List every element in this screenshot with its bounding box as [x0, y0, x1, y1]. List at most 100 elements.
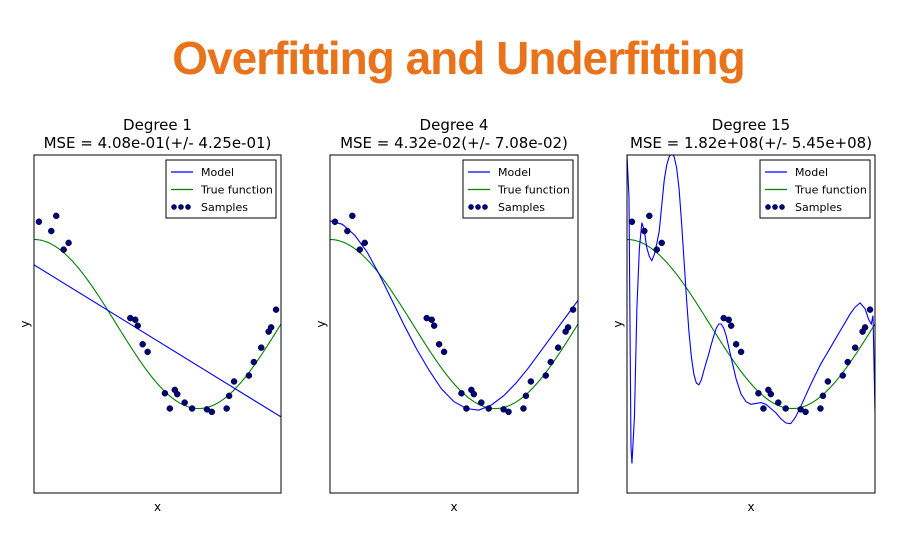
sample-point	[361, 239, 368, 247]
legend-sample-marker	[475, 204, 481, 210]
sample-point	[755, 390, 762, 397]
sample-point	[132, 316, 139, 324]
legend: Model True function Samples	[165, 159, 277, 219]
sample-point	[861, 324, 869, 331]
chart-subtitle: MSE = 4.32e-02(+/- 7.08e-02)	[340, 134, 568, 152]
legend-entry-label: True function	[794, 184, 867, 197]
sample-point	[223, 405, 230, 412]
sample-point	[225, 392, 233, 400]
x-axis-label: x	[747, 500, 754, 514]
sample-point	[344, 227, 351, 235]
sample-point	[802, 408, 809, 416]
sample-point	[564, 324, 572, 331]
sample-point	[658, 239, 665, 247]
legend-sample-marker	[779, 204, 785, 210]
legend-entry-label: True function	[200, 184, 273, 197]
sample-point	[851, 344, 859, 351]
sample-point	[775, 399, 782, 406]
sample-point	[430, 322, 438, 329]
true-function-line	[330, 238, 578, 410]
sample-point	[267, 324, 275, 331]
sample-point	[727, 322, 735, 329]
sample-point	[181, 399, 188, 406]
sample-point	[725, 316, 732, 324]
sample-point	[641, 227, 648, 235]
chart-subtitle: MSE = 1.82e+08(+/- 5.45e+08)	[630, 134, 872, 152]
sample-point	[463, 405, 470, 412]
sample-point	[839, 372, 847, 379]
legend-sample-marker	[765, 204, 771, 210]
true-function-line	[34, 238, 281, 410]
sample-point	[527, 378, 535, 385]
legend-entry-label: True function	[497, 184, 570, 197]
sample-point	[866, 306, 874, 313]
sample-point	[824, 378, 832, 385]
sample-point	[272, 306, 280, 313]
sample-point	[817, 405, 824, 412]
plot-area	[627, 155, 875, 464]
sample-point	[166, 405, 174, 412]
axes-frame	[33, 154, 282, 494]
sample-point	[767, 390, 775, 398]
sample-point	[188, 405, 196, 412]
sample-point	[844, 358, 851, 366]
legend-sample-marker	[171, 204, 177, 210]
sample-point	[520, 405, 527, 412]
sample-point	[48, 227, 55, 235]
chart-title: Degree 15	[712, 116, 790, 134]
plot-area	[330, 212, 578, 416]
legend: Model True function Samples	[462, 159, 574, 219]
sample-point	[542, 372, 550, 379]
legend-entry-label: Samples	[795, 201, 842, 214]
axes-frame	[329, 154, 579, 494]
chart-subtitle: MSE = 4.08e-01(+/- 4.25e-01)	[44, 134, 272, 152]
true-function-line	[627, 238, 875, 410]
legend-sample-marker	[772, 204, 778, 210]
sample-point	[732, 341, 740, 348]
sample-point	[554, 344, 562, 351]
sample-point	[458, 390, 465, 397]
sample-point	[737, 348, 745, 356]
legend: Model True function Samples	[759, 159, 871, 219]
sample-point	[349, 212, 356, 220]
sample-point	[52, 212, 60, 220]
sample-point	[782, 405, 789, 412]
sample-point	[144, 348, 151, 356]
sample-point	[134, 322, 141, 329]
legend-sample-marker	[178, 204, 184, 210]
sample-point	[356, 246, 364, 253]
sample-point	[257, 344, 265, 351]
plot-area	[34, 212, 281, 418]
legend-entry-label: Samples	[498, 201, 545, 214]
slide-title: Overfitting and Underfitting	[172, 32, 746, 84]
sample-point	[208, 408, 216, 416]
sample-point	[522, 392, 530, 400]
sample-point	[760, 405, 767, 412]
legend-entry-label: Model	[795, 166, 828, 179]
chart-title: Degree 4	[420, 116, 489, 134]
sample-point	[470, 390, 478, 398]
legend-entry-label: Samples	[201, 201, 248, 214]
legend-sample-marker	[468, 204, 474, 210]
sample-point	[428, 316, 435, 324]
x-axis-label: x	[154, 500, 161, 514]
sample-point	[569, 306, 577, 313]
sample-point	[485, 405, 492, 412]
legend-sample-marker	[185, 204, 191, 210]
sample-point	[331, 218, 339, 226]
sample-point	[230, 378, 238, 385]
sample-point	[478, 399, 485, 406]
sample-point	[161, 390, 169, 397]
sample-point	[65, 239, 72, 247]
y-axis-label: y	[314, 320, 328, 327]
x-axis-label: x	[450, 500, 457, 514]
sample-point	[628, 218, 636, 226]
legend-entry-label: Model	[201, 166, 234, 179]
sample-point	[174, 390, 181, 398]
sample-point	[547, 358, 554, 366]
sample-point	[440, 348, 448, 356]
